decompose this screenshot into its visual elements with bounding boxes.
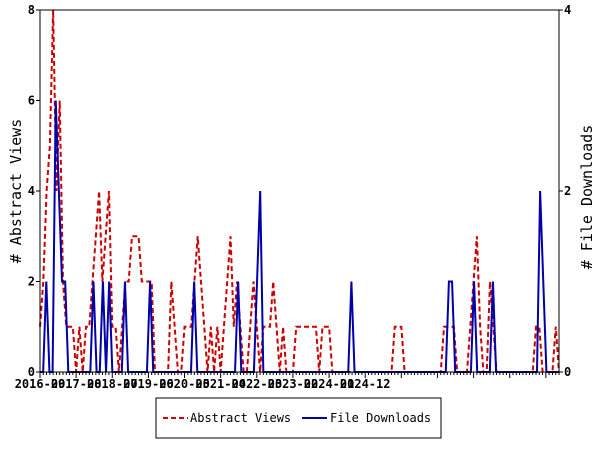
y-right-tick-label: 2: [564, 184, 571, 198]
y-left-tick-label: 6: [28, 94, 35, 108]
x-tick-label: 2016-09: [15, 377, 66, 391]
y-left-tick-label: 2: [28, 275, 35, 289]
y-right-tick-label: 0: [564, 365, 571, 379]
x-tick-label: 2017-08: [51, 377, 102, 391]
x-tick-label: 2023-02: [268, 377, 319, 391]
x-tick-label: 2024-12: [340, 377, 391, 391]
y-right-tick-label: 4: [564, 3, 571, 17]
legend-box: [155, 397, 442, 439]
series-layer: [39, 9, 560, 373]
legend-abstract-views-label: Abstract Views: [190, 411, 291, 425]
x-tick-label: 2018-07: [87, 377, 138, 391]
series-line-abstract-views: [39, 9, 560, 373]
x-tick-label: 2024-01: [304, 377, 355, 391]
y-left-tick-label: 0: [28, 365, 35, 379]
legend-file-downloads-label: File Downloads: [330, 411, 431, 425]
axis-layer: 0 2 4 6 8 0 2 4 2016-092017-082018-072019-062020…: [15, 3, 572, 391]
legend: Abstract Views File Downloads: [155, 397, 442, 439]
y-right-axis-title: # File Downloads: [578, 125, 596, 270]
y-left-axis-title: # Abstract Views: [7, 119, 25, 264]
x-tick-label: 2019-06: [123, 377, 174, 391]
x-tick-label: 2020-05: [159, 377, 210, 391]
y-left-tick-label: 8: [28, 3, 35, 17]
x-tick-label: 2022-03: [232, 377, 283, 391]
y-left-tick-label: 4: [28, 184, 35, 198]
plot-frame: [39, 9, 560, 373]
x-tick-label: 2021-04: [195, 377, 246, 391]
